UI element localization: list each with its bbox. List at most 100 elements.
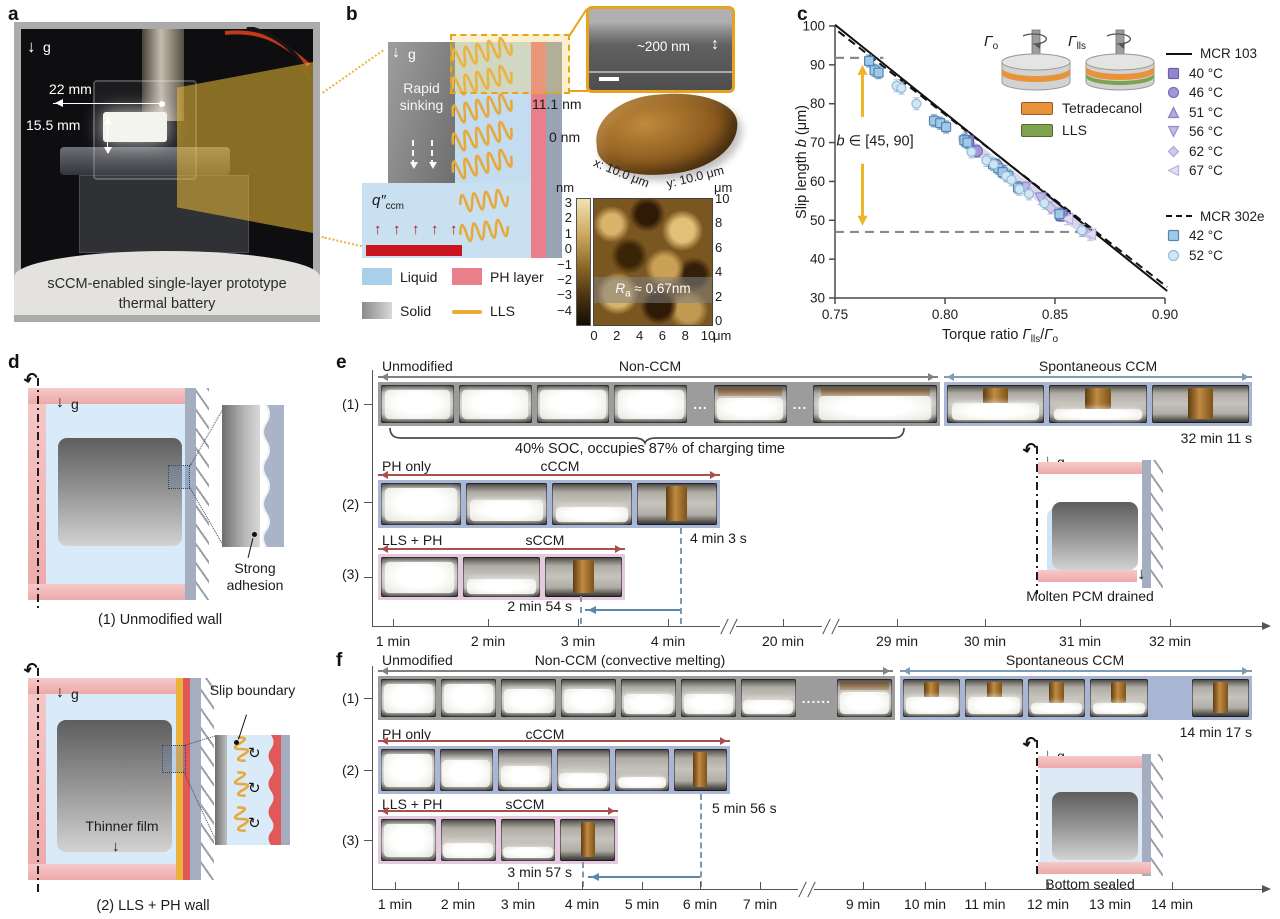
colorbar (576, 198, 591, 326)
solid-pcm-fill (383, 824, 434, 857)
height-arrowhead-up-icon (103, 113, 112, 124)
ph-bottom-bar (28, 584, 185, 600)
solid-pcm-fill (466, 579, 537, 594)
photo-caption: sCCM-enabled single-layer prototype ther… (47, 276, 287, 312)
solid-line-sample (1166, 52, 1192, 55)
copper-core (580, 822, 595, 857)
triangle-marker-icon (1167, 105, 1180, 118)
pcm-photo (440, 679, 496, 717)
inset-legend-swatch (1021, 123, 1053, 137)
pcm-photo (381, 557, 458, 597)
row1-end-time: 32 min 11 s (1180, 430, 1252, 446)
row2-phase-label: cCCM (540, 458, 580, 474)
pcm-photo (837, 679, 892, 717)
map-x-tick: 10 (700, 328, 716, 343)
rotation-axis (1036, 740, 1038, 878)
svg-text:Torque ratio Γlls/Γo: Torque ratio Γlls/Γo (942, 327, 1059, 345)
solid-pcm-fill (443, 842, 493, 858)
map-x-tick: 6 (658, 328, 666, 343)
slip-length-chart: 0.75 0.80 0.85 0.90 30 40 50 60 70 80 90 100 Slip le… (794, 19, 1178, 346)
gravity-label: g (71, 396, 79, 412)
cccm-strip (378, 746, 730, 794)
solid-pcm-fill (384, 561, 455, 593)
legend-group-label: MCR 302e (1200, 208, 1265, 224)
time-tick (518, 882, 519, 889)
time-tick (1080, 619, 1081, 626)
row3-phase-label: sCCM (525, 532, 565, 548)
inset-ph-wavy (268, 735, 281, 845)
time-tick (582, 882, 583, 889)
row2-wall-label: PH only (382, 458, 432, 474)
rotation-arrow-icon: ↶ (1020, 438, 1040, 461)
solid-pcm-fill (1030, 702, 1083, 714)
row3-end-time: 2 min 54 s (507, 598, 572, 614)
height-dimension: 15.5 mm (26, 117, 81, 133)
row3-id: (3) (342, 566, 360, 582)
map-y-tick: 6 (715, 239, 723, 255)
colorbar-tick: 0 (564, 241, 572, 257)
ph-bottom-bar (1038, 570, 1137, 582)
map-y-tick: 10 (715, 191, 730, 206)
copper-core (983, 388, 1009, 404)
cccm-arrow (378, 471, 720, 479)
strong-adhesion-label: Strong adhesion (226, 560, 284, 593)
chart-legend: MCR 103 40 °C 46 °C 51 °C 56 °C 62 °C 67 °C MCR… (1166, 44, 1278, 265)
pcm-photo (536, 385, 610, 423)
zoom-box (450, 34, 570, 94)
time-tick (393, 619, 394, 626)
time-tick-label: 32 min (1148, 633, 1192, 649)
solid-pcm-fill (503, 688, 554, 714)
row-axis-line (372, 666, 373, 889)
time-tick (668, 619, 669, 626)
time-tick-label: 9 min (845, 896, 881, 912)
svg-text:80: 80 (810, 96, 825, 111)
svg-text:50: 50 (810, 213, 825, 228)
row2-id: (2) (342, 496, 360, 512)
non-ccm-arrow (378, 373, 938, 381)
pcm-photo (458, 385, 532, 423)
solid-pcm-fill (384, 389, 451, 420)
row-tick (364, 502, 372, 503)
circle-marker-icon (1167, 249, 1180, 261)
gravity-label: g (408, 46, 416, 62)
time-tick (1048, 882, 1049, 889)
lls-coil-icon (233, 771, 250, 797)
width-arrowhead-icon (51, 99, 63, 107)
row3-wall-label: LLS + PH (382, 796, 443, 812)
time-tick (578, 619, 579, 626)
legend-item-label: 40 °C (1189, 65, 1223, 81)
time-tick (985, 882, 986, 889)
heat-flux-label: q″ccm (372, 192, 404, 212)
rapid-sinking-label: Rapid sinking (399, 80, 444, 113)
wall-bar (546, 42, 562, 258)
soc-brace-label: 40% SOC, occupies 87% of charging time (515, 441, 785, 457)
gravity-label: g (43, 39, 51, 55)
diagram1-caption: (1) Unmodified wall (97, 612, 223, 628)
vortex-arrow-icon: ↻ (248, 780, 261, 797)
solid-pcm-fill (555, 506, 628, 522)
row2-end-time: 5 min 56 s (712, 800, 777, 816)
svg-text:30: 30 (810, 291, 825, 306)
triangle-down-marker-icon (1167, 126, 1180, 139)
ph-layer-bar (531, 42, 546, 258)
time-tick-label: 6 min (682, 896, 718, 912)
map-x-tick: 4 (635, 328, 644, 343)
time-tick (642, 882, 643, 889)
colorbar-tick: 3 (564, 195, 572, 210)
colorbar-tick: −2 (557, 272, 572, 287)
solid-pcm-block (1052, 502, 1138, 570)
pcm-photo (551, 483, 632, 525)
row2-phase-label: cCCM (525, 726, 565, 742)
gravity-label: g (71, 686, 79, 702)
ph-bottom-bar-sealed (1038, 862, 1151, 874)
container-wall (1142, 754, 1151, 876)
pcm-photo (614, 385, 688, 423)
pcm-photo (381, 679, 436, 717)
rotation-axis (37, 668, 39, 892)
time-tick-label: 3 min (560, 633, 596, 649)
map-x-tick: 2 (613, 328, 621, 343)
zoom-region-box (162, 745, 186, 773)
copper-core (1049, 682, 1064, 704)
time-tick-label: 5 min (624, 896, 660, 912)
legend-group-header: MCR 302e (1166, 207, 1278, 227)
